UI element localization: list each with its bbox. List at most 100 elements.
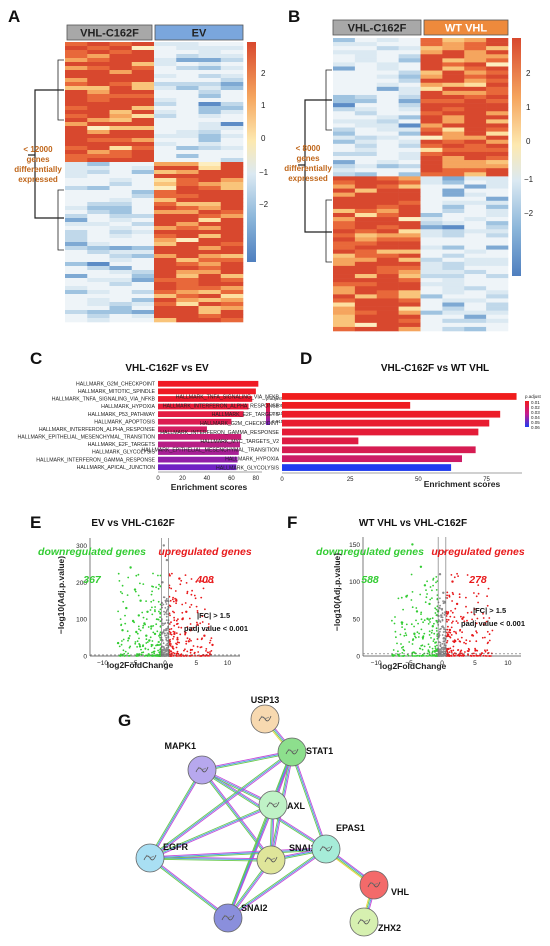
- volcano-point: [161, 581, 164, 584]
- heatmap-cell: [176, 178, 199, 183]
- bar-category-label: HALLMARK_EPITHELIAL_MESENCHYMAL_TRANSITI…: [141, 448, 279, 454]
- heatmap-cell: [354, 221, 378, 226]
- heatmap-cell: [154, 134, 177, 139]
- volcano-density-dot: [411, 654, 414, 656]
- deg-note-b-line4: expressed: [288, 174, 328, 183]
- heatmap-cell: [486, 82, 509, 88]
- heatmap-cell: [65, 86, 88, 91]
- heatmap-cell: [154, 246, 177, 251]
- heatmap-cell: [87, 170, 110, 175]
- volcano-density-dot: [121, 640, 123, 642]
- heatmap-cell: [486, 94, 509, 100]
- volcano-point: [143, 622, 146, 625]
- heatmap-cell: [154, 298, 177, 303]
- heatmap-cell: [464, 188, 487, 193]
- heatmap-cell: [420, 143, 443, 149]
- heatmap-cell: [442, 82, 465, 88]
- heatmap-cell: [87, 70, 110, 75]
- heatmap-cell: [333, 278, 356, 283]
- heatmap-cell: [486, 135, 509, 141]
- volcano-density-dot: [479, 654, 481, 657]
- heatmap-cell: [376, 294, 399, 299]
- heatmap-cell: [398, 204, 421, 210]
- heatmap-cell: [420, 294, 443, 299]
- heatmap-cell: [442, 151, 465, 157]
- heatmap-cell: [333, 38, 356, 43]
- volcano-density-dot: [452, 645, 455, 648]
- heatmap-cell: [486, 188, 509, 193]
- heatmap-cell: [442, 217, 465, 222]
- volcano-density-dot: [172, 638, 174, 640]
- heatmap-cell: [220, 122, 244, 127]
- heatmap-cell: [109, 238, 133, 243]
- heatmap-cell: [220, 70, 244, 75]
- heatmap-cell: [464, 62, 487, 67]
- group-header-ev: [154, 24, 244, 41]
- volcano-density-dot: [163, 647, 165, 649]
- heatmap-cell: [176, 294, 199, 299]
- heatmap-cell: [354, 50, 378, 55]
- heatmap-cell: [333, 143, 356, 149]
- network-edge: [149, 750, 292, 858]
- heatmap-cell: [442, 326, 465, 332]
- heatmap-cell: [220, 306, 244, 311]
- heatmap-cell: [486, 204, 509, 210]
- heatmap-cell: [442, 229, 465, 234]
- volcano-density-dot: [145, 642, 148, 644]
- heatmap-cell: [376, 249, 399, 254]
- volcano-density-dot: [486, 595, 488, 598]
- heatmap-cell: [420, 225, 443, 230]
- volcano-density-dot: [446, 597, 449, 599]
- heatmap-cell: [333, 184, 356, 189]
- heatmap-cell: [154, 182, 177, 187]
- network-edge: [290, 752, 326, 850]
- volcano-density-dot: [206, 654, 209, 657]
- heatmap-cell: [420, 147, 443, 153]
- heatmap-cell: [87, 74, 110, 79]
- volcano-point: [148, 639, 151, 642]
- volcano-x-tick: 0: [440, 660, 444, 667]
- heatmap-grid-b: [333, 38, 509, 332]
- heatmap-cell: [131, 266, 155, 271]
- heatmap-cell: [220, 166, 244, 171]
- volcano-density-dot: [168, 653, 171, 656]
- heatmap-cell: [176, 230, 199, 235]
- heatmap-cell: [464, 50, 487, 55]
- heatmap-cell: [109, 214, 133, 219]
- bar-x-tick: 0: [280, 477, 284, 483]
- heatmap-cell: [220, 310, 244, 315]
- heatmap-cell: [154, 202, 177, 207]
- heatmap-cell: [65, 290, 88, 295]
- heatmap-cell: [65, 294, 88, 299]
- heatmap-cell: [464, 192, 487, 198]
- heatmap-cell: [87, 310, 110, 315]
- heatmap-cell: [398, 123, 421, 128]
- heatmap-cell: [420, 188, 443, 193]
- heatmap-cell: [376, 115, 399, 120]
- heatmap-cell: [420, 217, 443, 222]
- heatmap-cell: [154, 166, 177, 171]
- heatmap-cell: [354, 115, 378, 120]
- volcano-density-dot: [435, 630, 438, 632]
- heatmap-cell: [65, 106, 88, 111]
- volcano-density-dot: [158, 583, 160, 586]
- heatmap-cell: [376, 314, 399, 320]
- heatmap-cell: [131, 286, 155, 291]
- heatmap-cell: [87, 218, 110, 223]
- heatmap-cell: [109, 58, 133, 63]
- heatmap-cell: [131, 66, 155, 71]
- heatmap-cell: [109, 66, 133, 71]
- heatmap-cell: [420, 265, 443, 271]
- volcano-density-dot: [425, 589, 427, 591]
- volcano-point: [413, 632, 416, 635]
- heatmap-cell: [131, 110, 155, 115]
- heatmap-cell: [109, 122, 133, 127]
- heatmap-cell: [398, 249, 421, 254]
- volcano-density-dot: [161, 622, 164, 625]
- heatmap-cell: [376, 265, 399, 271]
- volcano-density-dot: [158, 610, 160, 613]
- heatmap-cell: [176, 122, 199, 127]
- network-edge: [150, 856, 229, 918]
- heatmap-cell: [398, 147, 421, 153]
- volcano-point: [471, 634, 474, 637]
